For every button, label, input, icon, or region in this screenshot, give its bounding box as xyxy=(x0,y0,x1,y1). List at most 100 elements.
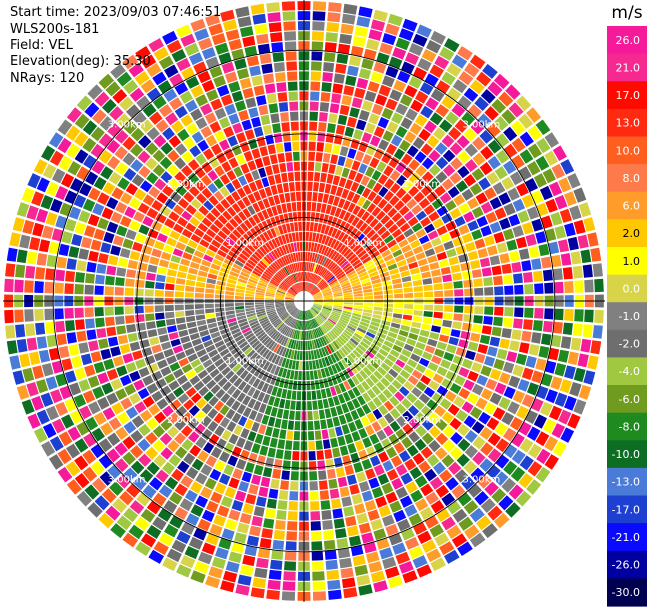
gate-cell xyxy=(251,169,260,181)
gate-cell xyxy=(34,281,44,293)
gate-cell xyxy=(333,305,343,308)
gate-cell xyxy=(116,325,127,335)
gate-cell xyxy=(289,288,297,295)
gate-cell xyxy=(213,75,226,88)
gate-cell xyxy=(358,449,369,461)
gate-cell xyxy=(164,392,177,404)
gate-cell xyxy=(219,139,230,151)
gate-cell xyxy=(371,206,382,217)
gate-cell xyxy=(313,303,323,307)
gate-cell xyxy=(290,253,295,263)
gate-cell xyxy=(377,174,389,185)
gate-cell xyxy=(15,324,26,338)
gate-cell xyxy=(299,330,302,340)
gate-cell xyxy=(285,338,291,348)
gate-cell xyxy=(354,440,365,452)
gate-cell xyxy=(191,338,202,347)
gate-cell xyxy=(322,520,333,530)
gate-cell xyxy=(170,191,182,203)
gate-cell xyxy=(242,383,252,394)
gate-cell xyxy=(484,235,496,247)
gate-cell xyxy=(164,373,176,384)
gate-cell xyxy=(252,13,267,25)
gate-cell xyxy=(346,225,355,235)
gate-cell xyxy=(484,402,497,415)
gate-cell xyxy=(123,507,139,523)
gate-cell xyxy=(507,187,520,201)
gate-cell xyxy=(84,307,94,318)
gate-cell xyxy=(228,477,240,489)
gate-cell xyxy=(207,408,218,420)
gate-cell xyxy=(347,354,356,364)
gate-cell xyxy=(380,362,391,372)
gate-cell xyxy=(117,177,130,191)
gate-cell xyxy=(435,142,448,155)
gate-cell xyxy=(499,253,510,264)
gate-cell xyxy=(467,220,479,232)
gate-cell xyxy=(382,460,394,472)
gate-cell xyxy=(262,467,273,478)
gate-cell xyxy=(501,477,516,493)
gate-cell xyxy=(266,229,274,240)
gate-cell xyxy=(311,274,317,283)
gate-cell xyxy=(214,190,225,202)
gate-cell xyxy=(535,155,550,171)
gate-cell xyxy=(236,285,246,290)
gate-cell xyxy=(503,444,518,459)
gate-cell xyxy=(453,313,463,322)
gate-cell xyxy=(274,226,281,236)
gate-cell xyxy=(83,433,97,448)
gate-cell xyxy=(503,203,516,216)
gate-cell xyxy=(261,275,270,282)
gate-cell xyxy=(211,33,226,46)
gate-cell xyxy=(291,232,296,242)
gate-cell xyxy=(151,370,163,382)
gate-cell xyxy=(464,143,478,157)
gate-cell xyxy=(327,275,335,283)
gate-cell xyxy=(535,431,550,447)
gate-cell xyxy=(265,269,274,277)
gate-cell xyxy=(112,355,124,367)
gate-cell xyxy=(358,481,370,493)
gate-cell xyxy=(248,278,258,284)
gate-cell xyxy=(305,361,310,371)
gate-cell xyxy=(278,246,285,256)
gate-cell xyxy=(310,521,321,531)
gate-cell xyxy=(167,325,177,333)
gate-cell xyxy=(204,112,217,125)
gate-cell xyxy=(545,389,558,404)
gate-cell xyxy=(374,303,384,307)
gate-cell xyxy=(330,250,338,260)
gate-cell xyxy=(106,392,119,405)
gate-cell xyxy=(364,334,374,343)
gate-cell xyxy=(86,261,97,273)
gate-cell xyxy=(512,364,524,377)
gate-cell xyxy=(309,340,313,350)
gate-cell xyxy=(323,305,333,310)
gate-cell xyxy=(199,354,210,363)
gate-cell xyxy=(325,259,332,268)
gate-cell xyxy=(282,409,290,420)
gate-cell xyxy=(432,373,444,384)
gate-cell xyxy=(108,171,122,185)
gate-cell xyxy=(374,295,384,299)
gate-cell xyxy=(188,185,200,197)
gate-cell xyxy=(215,42,229,55)
gate-cell xyxy=(533,414,547,429)
gate-cell xyxy=(418,128,431,142)
gate-cell xyxy=(376,429,387,441)
gate-cell xyxy=(330,407,338,417)
gate-cell xyxy=(190,481,203,494)
gate-cell xyxy=(225,222,235,232)
gate-cell xyxy=(100,166,114,180)
gate-cell xyxy=(358,163,368,174)
gate-cell xyxy=(330,263,338,272)
gate-cell xyxy=(132,350,143,361)
gate-cell xyxy=(243,265,253,272)
gate-cell xyxy=(339,445,349,456)
gate-cell xyxy=(305,310,309,320)
gate-cell xyxy=(195,472,208,485)
gate-cell xyxy=(445,390,457,402)
gate-cell xyxy=(288,289,296,296)
gate-cell xyxy=(564,281,574,293)
